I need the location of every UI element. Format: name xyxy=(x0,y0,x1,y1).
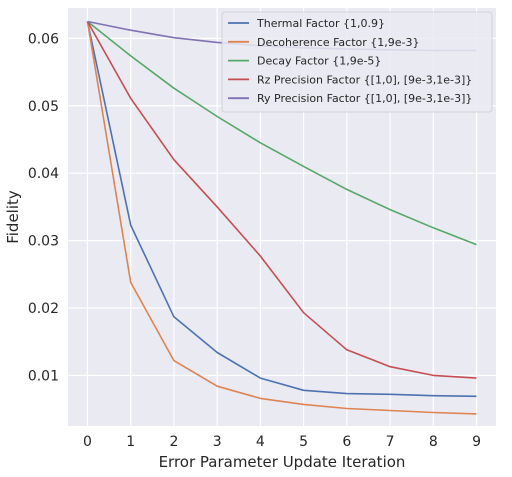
x-tick-label: 6 xyxy=(342,434,351,450)
legend-label: Rz Precision Factor {[1,0], [9e-3,1e-3]} xyxy=(257,73,472,86)
legend: Thermal Factor {1,0.9} Decoherence Factor… xyxy=(221,11,493,113)
x-tick-label: 3 xyxy=(213,434,222,450)
x-tick-label: 9 xyxy=(472,434,481,450)
series-line-3 xyxy=(86,21,477,379)
y-tick-label: 0.06 xyxy=(28,31,59,47)
legend-box xyxy=(221,11,493,113)
legend-label: Thermal Factor {1,0.9} xyxy=(256,17,385,30)
x-tick-label: 1 xyxy=(126,434,135,450)
x-tick-label: 5 xyxy=(299,434,308,450)
legend-label: Decoherence Factor {1,9e-3} xyxy=(257,36,419,49)
y-tick-label: 0.04 xyxy=(28,166,59,182)
series-line-0 xyxy=(86,21,477,398)
series-line-2 xyxy=(87,20,477,246)
legend-label: Decay Factor {1,9e-5} xyxy=(257,55,381,68)
series-line-1 xyxy=(86,21,477,415)
x-tick-label: 7 xyxy=(386,434,395,450)
x-tick-label: 2 xyxy=(169,434,178,450)
y-tick-label: 0.03 xyxy=(28,234,59,250)
y-axis-label: Fidelity xyxy=(4,190,22,244)
y-tick-label: 0.05 xyxy=(28,99,59,115)
legend-label: Ry Precision Factor {[1,0], [9e-3,1e-3]} xyxy=(257,92,472,105)
y-axis-ticks: 0.01 0.02 0.03 0.04 0.05 0.06 xyxy=(28,31,59,384)
x-tick-label: 0 xyxy=(83,434,92,450)
y-tick-label: 0.01 xyxy=(28,368,59,384)
x-axis-ticks: 0 1 2 3 4 5 6 7 8 9 xyxy=(83,434,481,450)
y-tick-label: 0.02 xyxy=(28,301,59,317)
x-axis-label: Error Parameter Update Iteration xyxy=(159,453,406,471)
x-tick-label: 4 xyxy=(256,434,265,450)
x-tick-label: 8 xyxy=(429,434,438,450)
